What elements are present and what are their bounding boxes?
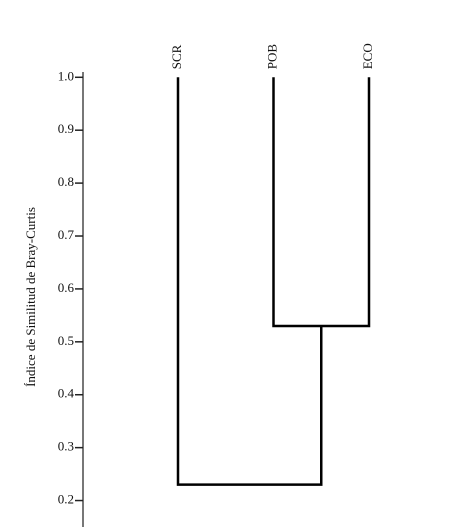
y-tick-label: 1.0 xyxy=(58,68,74,83)
leaf-label: POB xyxy=(264,44,279,70)
leaf-label: ECO xyxy=(360,43,375,69)
leaf-label: SCR xyxy=(169,44,184,69)
y-tick-label: 0.8 xyxy=(58,174,74,189)
y-tick-label: 0.5 xyxy=(58,333,74,348)
y-tick-label: 0.6 xyxy=(58,280,75,295)
y-tick-label: 0.4 xyxy=(58,386,75,401)
y-tick-label: 0.3 xyxy=(58,439,74,454)
y-tick-label: 0.7 xyxy=(58,227,75,242)
y-axis-label: Índice de Similitud de Bray-Curtis xyxy=(23,207,38,387)
y-tick-label: 0.2 xyxy=(58,492,74,507)
y-tick-label: 0.9 xyxy=(58,121,74,136)
dendrogram-branch xyxy=(272,77,371,328)
dendrogram-branch xyxy=(176,77,323,486)
